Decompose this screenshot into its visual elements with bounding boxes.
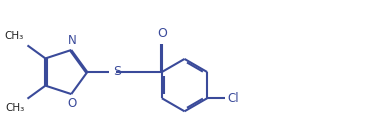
Text: CH₃: CH₃ <box>5 103 24 113</box>
Text: S: S <box>114 65 121 78</box>
Text: Cl: Cl <box>227 92 239 105</box>
Text: CH₃: CH₃ <box>4 31 23 41</box>
Text: O: O <box>68 97 77 110</box>
Text: N: N <box>68 34 77 47</box>
Text: O: O <box>157 27 167 40</box>
